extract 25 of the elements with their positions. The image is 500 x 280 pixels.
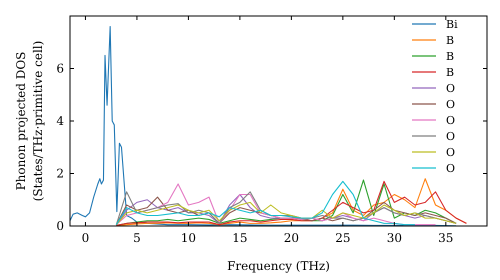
line-series (116, 202, 457, 226)
legend-label: O (446, 114, 456, 127)
x-tick-label: 5 (133, 231, 141, 245)
legend-label: B (446, 66, 454, 79)
text: Bi (446, 18, 458, 31)
legend-label: B (446, 34, 454, 47)
y-tick-label: 0 (56, 219, 64, 233)
legend-label: O (446, 162, 456, 175)
y-tick-label: 6 (56, 62, 64, 76)
x-tick-label: 15 (232, 231, 248, 245)
x-tick-label: 10 (180, 231, 196, 245)
x-tick-label: 20 (284, 231, 300, 245)
x-tick-label: 0 (82, 231, 90, 245)
legend-label: O (446, 146, 456, 159)
x-tick-label: 35 (438, 231, 454, 245)
legend-label: O (446, 130, 456, 143)
x-axis-title: Frequency (THz) (227, 259, 330, 273)
legend-label: B (446, 50, 454, 63)
y-tick-label: 4 (56, 114, 64, 128)
x-tick-label: 30 (386, 231, 402, 245)
y-axis-title: Phonon projected DOS (States/THz·primitive cell) (14, 40, 45, 202)
legend-label: O (446, 98, 456, 111)
y-tick-label: 2 (56, 166, 64, 180)
legend-label: O (446, 82, 456, 95)
x-tick-label: 25 (335, 231, 350, 245)
